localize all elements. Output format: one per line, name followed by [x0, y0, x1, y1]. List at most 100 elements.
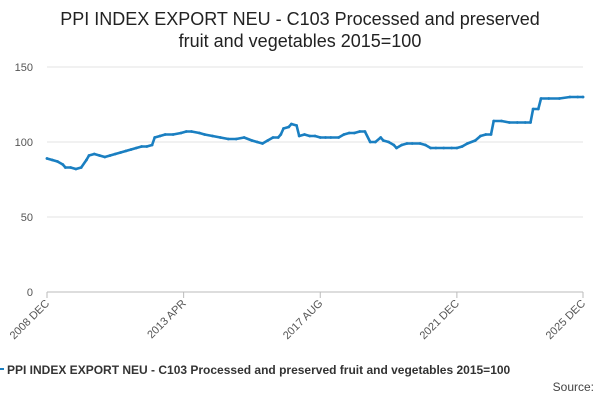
data-point[interactable]: [466, 142, 469, 145]
data-point[interactable]: [324, 136, 327, 139]
data-point[interactable]: [318, 136, 322, 139]
data-point[interactable]: [568, 95, 572, 99]
data-point[interactable]: [547, 97, 551, 100]
data-point[interactable]: [460, 145, 464, 148]
data-point[interactable]: [56, 160, 59, 163]
data-point[interactable]: [558, 97, 561, 100]
data-point[interactable]: [400, 143, 404, 147]
data-point[interactable]: [203, 133, 207, 136]
data-point[interactable]: [442, 146, 446, 150]
data-point[interactable]: [455, 146, 459, 150]
data-point[interactable]: [536, 107, 540, 111]
data-point[interactable]: [87, 154, 91, 157]
data-point[interactable]: [531, 107, 535, 111]
data-point[interactable]: [271, 136, 275, 139]
data-point[interactable]: [450, 146, 453, 150]
data-point[interactable]: [279, 133, 283, 136]
data-point[interactable]: [381, 139, 385, 142]
data-point[interactable]: [429, 146, 432, 150]
data-point[interactable]: [129, 148, 133, 151]
x-tick-label: 2025 DEC: [544, 298, 588, 342]
data-point[interactable]: [64, 166, 67, 169]
data-point[interactable]: [287, 125, 291, 129]
data-point[interactable]: [295, 124, 298, 127]
data-point[interactable]: [179, 131, 183, 135]
data-point[interactable]: [242, 136, 246, 139]
data-point[interactable]: [508, 121, 511, 124]
data-point[interactable]: [529, 121, 532, 124]
data-point[interactable]: [353, 131, 356, 135]
data-point[interactable]: [492, 119, 496, 123]
data-point[interactable]: [363, 130, 367, 133]
data-point[interactable]: [69, 166, 72, 169]
data-point[interactable]: [515, 121, 519, 124]
data-point[interactable]: [140, 145, 144, 148]
data-point[interactable]: [226, 137, 230, 141]
data-point[interactable]: [61, 163, 65, 166]
data-point[interactable]: [387, 140, 390, 144]
data-point[interactable]: [424, 143, 427, 147]
data-point[interactable]: [119, 151, 122, 154]
data-point[interactable]: [134, 146, 138, 150]
data-point[interactable]: [163, 133, 167, 136]
data-point[interactable]: [190, 130, 193, 133]
data-point[interactable]: [342, 133, 346, 136]
data-point[interactable]: [79, 166, 83, 169]
data-point[interactable]: [489, 133, 493, 136]
data-point[interactable]: [405, 142, 409, 145]
data-point[interactable]: [329, 136, 333, 139]
data-point[interactable]: [473, 139, 477, 142]
data-point[interactable]: [184, 130, 188, 133]
data-point[interactable]: [395, 146, 398, 150]
data-point[interactable]: [313, 134, 317, 138]
data-point[interactable]: [261, 142, 264, 145]
data-point[interactable]: [50, 158, 54, 162]
data-point[interactable]: [150, 143, 154, 147]
data-point[interactable]: [103, 155, 107, 159]
data-point[interactable]: [198, 131, 201, 135]
data-point[interactable]: [171, 133, 175, 136]
data-point[interactable]: [434, 146, 438, 150]
data-point[interactable]: [158, 134, 162, 138]
data-point[interactable]: [145, 145, 149, 148]
data-point[interactable]: [153, 136, 157, 139]
data-point[interactable]: [303, 133, 306, 136]
data-point[interactable]: [255, 140, 259, 144]
data-point[interactable]: [219, 136, 222, 139]
data-point[interactable]: [539, 97, 543, 100]
data-point[interactable]: [379, 136, 383, 139]
data-point[interactable]: [297, 134, 301, 138]
series-line[interactable]: [45, 95, 585, 171]
data-point[interactable]: [500, 119, 503, 123]
data-point[interactable]: [484, 133, 488, 136]
data-point[interactable]: [479, 134, 482, 138]
data-point[interactable]: [113, 152, 117, 156]
data-point[interactable]: [92, 152, 96, 156]
data-point[interactable]: [45, 157, 49, 160]
data-point[interactable]: [337, 136, 340, 139]
data-point[interactable]: [368, 140, 372, 144]
data-point[interactable]: [276, 136, 280, 139]
data-point[interactable]: [410, 142, 414, 145]
data-point[interactable]: [347, 131, 351, 135]
data-point[interactable]: [418, 142, 422, 145]
data-point[interactable]: [124, 149, 128, 153]
data-point[interactable]: [374, 140, 377, 144]
data-point[interactable]: [392, 143, 396, 147]
data-point[interactable]: [581, 95, 585, 99]
data-point[interactable]: [523, 121, 527, 124]
data-point[interactable]: [98, 154, 101, 157]
data-point[interactable]: [290, 122, 293, 126]
data-point[interactable]: [250, 139, 254, 142]
data-point[interactable]: [234, 137, 238, 141]
data-point[interactable]: [211, 134, 214, 138]
data-point[interactable]: [358, 130, 362, 133]
chart-legend[interactable]: PPI INDEX EXPORT NEU - C103 Processed an…: [0, 360, 600, 380]
data-point[interactable]: [282, 127, 285, 130]
data-point[interactable]: [308, 134, 312, 138]
data-point[interactable]: [576, 95, 580, 99]
data-point[interactable]: [85, 158, 88, 162]
data-point[interactable]: [266, 139, 270, 142]
data-point[interactable]: [108, 154, 112, 157]
data-point[interactable]: [74, 167, 78, 171]
